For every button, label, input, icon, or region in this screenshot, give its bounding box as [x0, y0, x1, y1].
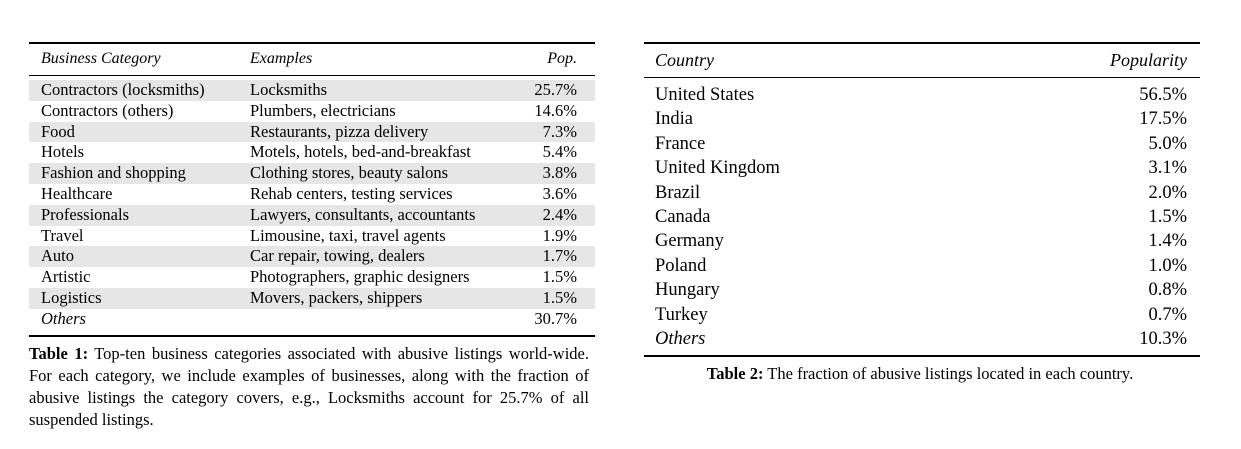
cell-popularity: 5.0% [1148, 133, 1187, 154]
caption-label: Table 2: [706, 364, 764, 383]
cell-examples: Rehab centers, testing services [250, 184, 453, 203]
cell-category: Contractors (locksmiths) [41, 80, 205, 99]
table-row: India 17.5% [644, 107, 1200, 131]
table-row: United States 56.5% [644, 83, 1200, 107]
cell-popularity: 0.7% [1148, 304, 1187, 325]
cell-pop: 25.7% [534, 80, 577, 99]
table-row: United Kingdom 3.1% [644, 156, 1200, 180]
cell-pop: 1.9% [542, 225, 577, 245]
table-row: Travel Limousine, taxi, travel agents 1.9% [29, 226, 595, 247]
cell-examples: Lawyers, consultants, accountants [250, 204, 476, 224]
table-row: Hungary 0.8% [644, 278, 1200, 302]
cell-popularity: 1.4% [1148, 231, 1187, 252]
cell-pop: 3.8% [542, 163, 577, 183]
cell-popularity: 56.5% [1139, 85, 1187, 105]
header-popularity: Popularity [1110, 50, 1187, 70]
cell-pop: 1.5% [542, 267, 577, 287]
header-business-category: Business Category [41, 50, 161, 67]
cell-category: Auto [41, 246, 74, 266]
table-row: Logistics Movers, packers, shippers 1.5% [29, 288, 595, 309]
cell-popularity: 10.3% [1139, 329, 1187, 349]
table-row: Brazil 2.0% [644, 181, 1200, 205]
table-row: Poland 1.0% [644, 254, 1200, 278]
header-country: Country [655, 50, 715, 70]
cell-category: Contractors (others) [41, 100, 174, 120]
table-row: Turkey 0.7% [644, 303, 1200, 327]
cell-country: Others [655, 329, 706, 349]
table2-caption: Table 2: The fraction of abusive listing… [640, 363, 1200, 385]
cell-category: Fashion and shopping [41, 163, 186, 183]
cell-category: Others [41, 308, 86, 328]
cell-examples: Movers, packers, shippers [250, 288, 423, 307]
cell-country: Hungary [655, 280, 720, 301]
cell-pop: 1.7% [542, 246, 577, 266]
cell-pop: 30.7% [534, 308, 577, 328]
table-row: France 5.0% [644, 132, 1200, 156]
cell-pop: 7.3% [542, 121, 577, 141]
cell-country: India [655, 109, 694, 130]
cell-country: United Kingdom [655, 158, 780, 179]
cell-pop: 3.6% [542, 184, 577, 203]
table-header: Country Popularity [644, 50, 1200, 72]
table-row: Professionals Lawyers, consultants, accou… [29, 204, 595, 226]
header-pop: Pop. [547, 50, 577, 67]
cell-examples: Clothing stores, beauty salons [250, 163, 448, 183]
cell-country: Brazil [655, 182, 701, 203]
table-row: Contractors (others) Plumbers, electricia… [29, 101, 595, 122]
cell-pop: 1.5% [542, 288, 577, 307]
cell-examples: Limousine, taxi, travel agents [250, 225, 446, 245]
cell-popularity: 2.0% [1148, 182, 1187, 203]
cell-category: Travel [41, 225, 84, 245]
bottom-rule [29, 335, 595, 337]
header-examples: Examples [250, 50, 313, 67]
cell-examples: Motels, hotels, bed-and-breakfast [250, 142, 471, 162]
cell-popularity: 1.0% [1148, 255, 1187, 276]
caption-text: The fraction of abusive listings located… [763, 364, 1134, 383]
cell-country: Canada [655, 207, 711, 227]
cell-pop: 14.6% [534, 100, 577, 120]
cell-pop: 5.4% [542, 142, 577, 162]
table-row: Others 30.7% [29, 309, 595, 330]
cell-category: Food [41, 121, 75, 141]
cell-country: Poland [655, 255, 707, 276]
cell-country: Germany [655, 231, 724, 252]
cell-category: Healthcare [41, 184, 113, 203]
top-rule [29, 42, 595, 44]
table-row: Others 10.3% [644, 327, 1200, 351]
header-rule [29, 75, 595, 76]
caption-text: Top-ten business categories associated w… [29, 344, 589, 429]
cell-examples: Restaurants, pizza delivery [250, 121, 429, 141]
table-row: Healthcare Rehab centers, testing service… [29, 184, 595, 205]
cell-popularity: 3.1% [1148, 158, 1187, 179]
table-row: Canada 1.5% [644, 205, 1200, 229]
cell-examples: Car repair, towing, dealers [250, 246, 425, 266]
header-rule [644, 77, 1200, 78]
table-row: Artistic Photographers, graphic designers… [29, 267, 595, 288]
cell-examples: Locksmiths [250, 80, 327, 99]
cell-category: Logistics [41, 288, 102, 307]
table-row: Germany 1.4% [644, 229, 1200, 253]
caption-label: Table 1: [29, 344, 89, 363]
cell-examples: Plumbers, electricians [250, 100, 396, 120]
cell-examples: Photographers, graphic designers [250, 267, 470, 287]
table-row: Contractors (locksmiths) Locksmiths 25.7% [29, 80, 595, 101]
cell-category: Professionals [41, 204, 129, 224]
table-row: Auto Car repair, towing, dealers 1.7% [29, 246, 595, 268]
table-row: Fashion and shopping Clothing stores, bea… [29, 163, 595, 184]
table-header: Business Category Examples Pop. [29, 50, 595, 70]
cell-popularity: 0.8% [1148, 280, 1187, 301]
cell-country: United States [655, 85, 755, 105]
cell-popularity: 1.5% [1148, 207, 1187, 227]
table-row: Food Restaurants, pizza delivery 7.3% [29, 121, 595, 143]
table-row: Hotels Motels, hotels, bed-and-breakfast 5… [29, 142, 595, 163]
cell-category: Hotels [41, 142, 85, 162]
cell-country: Turkey [655, 304, 708, 325]
cell-country: France [655, 133, 706, 154]
cell-popularity: 17.5% [1139, 109, 1187, 130]
table1-caption: Table 1: Top-ten business categories ass… [29, 343, 589, 431]
cell-pop: 2.4% [542, 204, 577, 224]
bottom-rule [644, 355, 1200, 357]
cell-category: Artistic [41, 267, 91, 287]
top-rule [644, 42, 1200, 44]
